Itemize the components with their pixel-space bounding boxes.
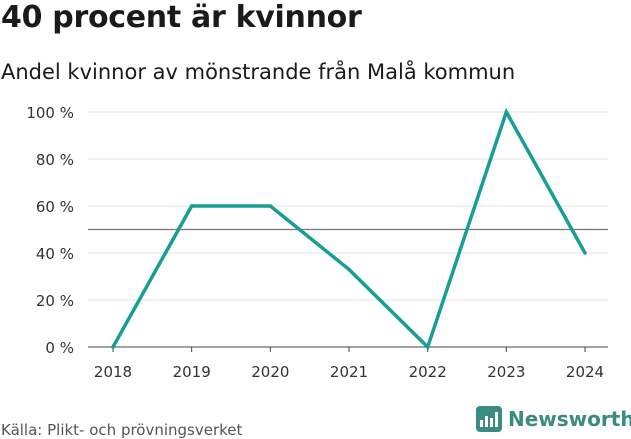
brand-name: Newsworthy xyxy=(508,407,631,431)
data-point xyxy=(583,251,587,255)
x-tick-label: 2021 xyxy=(330,363,368,381)
x-tick-label: 2022 xyxy=(409,363,447,381)
newsworthy-logo-icon xyxy=(476,406,502,432)
data-point xyxy=(111,345,115,349)
y-tick-label: 20 % xyxy=(36,292,74,310)
y-tick-label: 60 % xyxy=(36,198,74,216)
x-tick-label: 2023 xyxy=(487,363,525,381)
x-tick-label: 2020 xyxy=(251,363,289,381)
chart-title: 40 procent är kvinnor xyxy=(1,0,362,35)
y-tick-label: 0 % xyxy=(45,339,74,357)
y-tick-label: 40 % xyxy=(36,245,74,263)
data-point xyxy=(268,204,273,208)
data-point xyxy=(504,110,509,114)
data-point xyxy=(189,204,194,208)
x-tick-label: 2018 xyxy=(94,363,132,381)
data-point xyxy=(347,267,351,272)
newsworthy-logo: Newsworthy xyxy=(476,406,631,432)
x-tick-label: 2019 xyxy=(173,363,211,381)
data-point xyxy=(425,345,430,349)
y-tick-label: 80 % xyxy=(36,151,74,169)
chart-subtitle: Andel kvinnor av mönstrande från Malå ko… xyxy=(1,60,516,84)
y-tick-label: 100 % xyxy=(26,104,74,122)
source-note: Källa: Plikt- och prövningsverket xyxy=(1,421,243,439)
x-tick-label: 2024 xyxy=(566,363,604,381)
